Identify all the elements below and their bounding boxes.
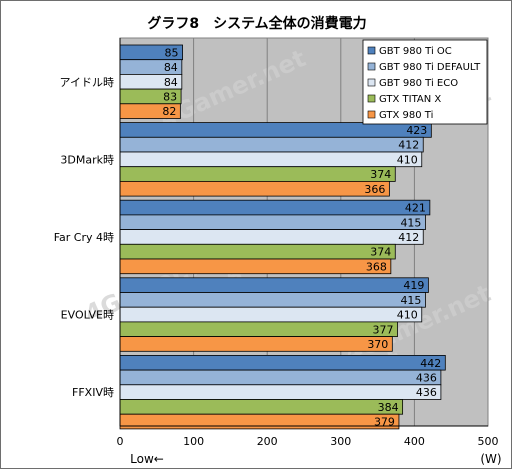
bar-value-label: 436 (416, 386, 437, 399)
bar-value-label: 442 (420, 357, 441, 370)
x-axis-unit-label: (W) (480, 452, 501, 466)
legend-box (362, 39, 488, 125)
bar (119, 292, 426, 308)
chart-title: グラフ8 システム全体の消費電力 (147, 15, 366, 32)
bar (119, 336, 393, 352)
bar (119, 151, 423, 168)
legend-swatch (367, 62, 376, 71)
bar (119, 229, 424, 245)
bar-value-label: 410 (397, 309, 418, 322)
x-axis-low-label: Low← (130, 452, 164, 466)
legend-swatch (367, 110, 376, 119)
bar (119, 369, 442, 386)
legend-label: GBT 980 Ti OC (379, 46, 452, 57)
bar-value-label: 415 (400, 294, 421, 307)
bar-value-label: 366 (364, 183, 385, 196)
bar-value-label: 410 (397, 153, 418, 166)
legend-swatch (367, 94, 376, 103)
bar (119, 306, 423, 323)
bar-value-label: 370 (367, 338, 388, 351)
category-label: FFXIV時 (72, 386, 114, 399)
x-tick-label: 0 (117, 435, 124, 448)
x-tick-label: 500 (478, 435, 499, 448)
category-label: Far Cry 4時 (54, 231, 114, 244)
legend-label: GBT 980 Ti DEFAULT (379, 62, 481, 73)
bar (119, 384, 442, 400)
bar-value-label: 423 (406, 124, 427, 137)
bar-value-label: 85 (165, 46, 179, 59)
bar (119, 122, 432, 138)
bar-value-label: 84 (164, 76, 178, 89)
bar (119, 354, 446, 371)
bar-value-label: 415 (400, 216, 421, 229)
legend-label: GTX 980 Ti (379, 110, 433, 121)
legend-swatch (367, 46, 376, 55)
bar (119, 258, 392, 275)
bar-value-label: 374 (370, 246, 391, 259)
category-label: 3DMark時 (60, 153, 114, 166)
bar (119, 136, 424, 153)
bar-value-label: 419 (403, 279, 424, 292)
bar-value-label: 377 (372, 323, 393, 336)
bar (119, 199, 431, 216)
x-tick-label: 400 (404, 435, 425, 448)
bar (119, 166, 396, 182)
bar-value-label: 384 (378, 401, 399, 414)
x-tick-label: 300 (330, 435, 351, 448)
bar-value-label: 436 (416, 371, 437, 384)
bar-value-label: 82 (162, 105, 176, 118)
legend-label: GBT 980 Ti ECO (379, 78, 458, 89)
x-tick-label: 200 (257, 435, 278, 448)
bar (119, 277, 429, 293)
bar (119, 399, 404, 415)
bar-value-label: 379 (374, 416, 395, 429)
legend-swatch (367, 78, 376, 87)
category-label: EVOLVE時 (61, 309, 114, 322)
bar (119, 180, 390, 197)
bar-value-label: 412 (398, 139, 419, 152)
legend-label: GTX TITAN X (379, 94, 441, 105)
bar (119, 214, 426, 230)
bar-value-label: 374 (370, 168, 391, 181)
bar (119, 413, 400, 430)
category-label: アイドル時 (60, 76, 114, 89)
bar (119, 321, 398, 337)
bar-value-label: 412 (398, 231, 419, 244)
bar-value-label: 83 (163, 90, 177, 103)
bar-value-label: 84 (164, 61, 178, 74)
x-tick-label: 100 (183, 435, 204, 448)
bar-value-label: 421 (405, 202, 426, 215)
bar (119, 243, 396, 260)
bar-value-label: 368 (366, 260, 387, 273)
